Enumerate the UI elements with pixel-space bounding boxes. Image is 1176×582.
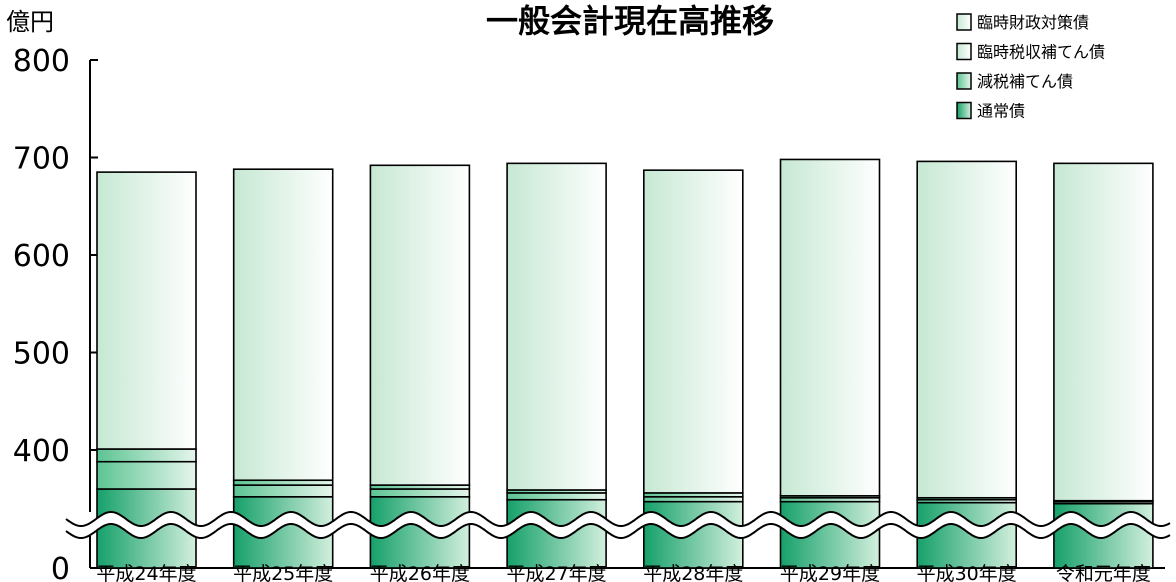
x-tick-label: 平成30年度 — [917, 563, 1017, 582]
bar-group — [779, 158, 881, 569]
legend-swatch — [956, 72, 972, 90]
x-tick-label: 平成25年度 — [233, 563, 333, 582]
bars — [96, 158, 1154, 569]
legend-label: 臨時財政対策債 — [977, 13, 1089, 32]
legend-swatch — [956, 13, 972, 31]
x-axis-labels: 平成24年度 平成25年度 平成26年度 平成27年度 平成28年度 平成29年度 平成30… — [96, 563, 1151, 582]
axis-break — [65, 511, 1171, 539]
x-tick-label: 令和元年度 — [1056, 563, 1151, 582]
y-tick-label: 400 — [13, 434, 70, 469]
break-line-bottom — [65, 523, 1171, 539]
y-axis: 800 700 600 500 400 0 — [13, 44, 1165, 582]
legend-item: 通常債 — [956, 101, 1025, 121]
bar-group — [232, 168, 334, 569]
bar-group — [96, 171, 197, 569]
bar-segment — [779, 158, 881, 497]
bar-segment — [506, 162, 607, 491]
x-tick-label: 平成28年度 — [643, 563, 743, 582]
bar-segment — [96, 448, 197, 463]
bar-segment — [916, 160, 1018, 499]
chart-title: 一般会計現在高推移 — [486, 2, 774, 40]
legend-swatch — [956, 101, 972, 120]
break-line-top — [65, 511, 1171, 527]
x-tick-label: 平成24年度 — [96, 563, 196, 582]
bar-segment — [916, 501, 1018, 569]
bar-segment — [642, 169, 744, 494]
bar-segment — [369, 488, 471, 498]
y-tick-label: 0 — [51, 552, 70, 582]
legend-label: 臨時税収補てん債 — [977, 43, 1105, 62]
legend-item: 臨時財政対策債 — [956, 13, 1089, 32]
bar-group — [642, 169, 744, 569]
unit-label: 億円 — [6, 8, 54, 36]
bar-segment — [232, 484, 334, 498]
x-tick-label: 平成29年度 — [780, 563, 880, 582]
bar-group — [506, 162, 607, 569]
bar-segment — [506, 492, 607, 501]
legend-label: 通常債 — [977, 102, 1025, 121]
legend-item: 臨時税収補てん債 — [956, 42, 1105, 62]
bar-group — [1053, 162, 1154, 569]
bar-group — [369, 164, 471, 569]
y-tick-label: 700 — [13, 142, 70, 177]
y-tick-label: 800 — [13, 44, 70, 79]
bar-segment — [369, 164, 471, 486]
x-tick-label: 平成27年度 — [507, 563, 607, 582]
bar-segment — [642, 500, 744, 569]
bar-segment — [1053, 162, 1154, 502]
bar-segment — [232, 168, 334, 482]
x-tick-label: 平成26年度 — [370, 563, 470, 582]
bar-segment — [96, 171, 197, 450]
bar-segment — [96, 460, 197, 490]
y-tick-label: 500 — [13, 337, 70, 372]
y-tick-label: 600 — [13, 239, 70, 274]
legend-label: 減税補てん債 — [977, 72, 1073, 91]
legend-item: 減税補てん債 — [956, 72, 1073, 91]
bar-group — [916, 160, 1018, 569]
legend-swatch — [956, 42, 972, 61]
break-band — [66, 512, 1170, 538]
